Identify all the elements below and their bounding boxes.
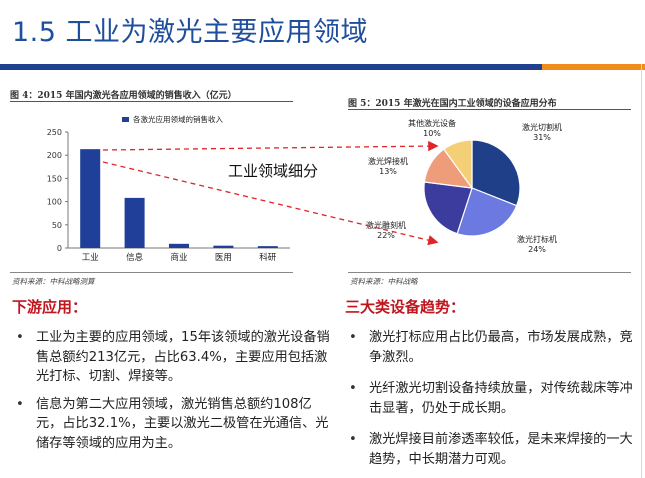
title-bar-orange	[542, 64, 645, 70]
y-tick-label: 250	[47, 128, 62, 137]
bar-工业	[80, 149, 101, 248]
fig4-source: 资料来源：中科战略测算	[12, 277, 95, 286]
legend-swatch	[122, 117, 129, 122]
downstream-bullet: 信息为第二大应用领域，激光销售总额约108亿元，占比32.1%，主要以激光二极管…	[12, 395, 334, 454]
pie-label: 激光焊接机	[368, 156, 408, 166]
x-tick-label: 工业	[82, 252, 99, 263]
pie-label: 激光雕刻机	[366, 220, 406, 230]
y-tick-label: 50	[52, 221, 62, 230]
fig4-rule-bottom	[10, 272, 293, 273]
x-tick-label: 商业	[170, 252, 187, 263]
bar-医用	[213, 245, 234, 248]
pie-label: 激光切割机	[522, 122, 562, 132]
y-tick-label: 200	[47, 151, 62, 160]
trends-list: 激光打标应用占比仍最高，市场发展成熟，竞争激烈。 光纤激光切割设备持续放量，对传…	[345, 328, 637, 478]
fig5-source: 资料来源：中科战略	[350, 277, 418, 286]
right-border	[641, 64, 642, 478]
bar-信息	[124, 197, 145, 248]
downstream-bullet: 工业为主要的应用领域，15年该领域的激光设备销售总额约213亿元，占比63.4%…	[12, 328, 334, 387]
pie-slice-激光打标机	[456, 187, 518, 237]
x-tick-label: 科研	[259, 252, 277, 263]
fig4-rule	[10, 101, 293, 102]
fig5-caption: 图 5：2015 年激光在国内工业领域的设备应用分布	[348, 99, 557, 109]
y-tick-label: 100	[47, 198, 62, 207]
x-tick-label: 医用	[215, 253, 232, 263]
pie-pct-label: 24%	[528, 245, 546, 254]
downstream-list: 工业为主要的应用领域，15年该领域的激光设备销售总额约213亿元，占比63.4%…	[12, 328, 334, 461]
fig5-rule	[348, 109, 631, 110]
downstream-heading: 下游应用：	[12, 298, 88, 316]
y-tick-label: 0	[57, 244, 62, 253]
pie-label: 激光打标机	[517, 234, 557, 244]
pie-slice-激光切割机	[471, 139, 521, 207]
trends-heading: 三大类设备趋势：	[345, 298, 466, 316]
fig5-rule-bottom	[348, 272, 631, 273]
trend-bullet: 光纤激光切割设备持续放量，对传统裁床等冲击显著，仍处于成长期。	[345, 379, 637, 418]
subdivision-label: 工业领域细分	[228, 162, 319, 180]
pie-label: 其他激光设备	[408, 118, 456, 128]
title-bar-blue	[0, 64, 542, 70]
pie-pct-label: 13%	[379, 167, 397, 176]
legend-label: 各激光应用领域的销售收入	[133, 114, 223, 124]
pie-slice-其他激光设备	[442, 139, 473, 190]
pie-pct-label: 10%	[423, 129, 441, 138]
trend-bullet: 激光焊接目前渗透率较低，是未来焊接的一大趋势，中长期潜力可观。	[345, 430, 637, 469]
bar-商业	[169, 243, 189, 248]
fig4-caption: 图 4：2015 年国内激光各应用领域的销售收入（亿元）	[10, 91, 237, 101]
slide-title: 1.5 工业为激光主要应用领域	[12, 17, 369, 48]
pie-pct-label: 31%	[533, 133, 551, 142]
bar-chart: 0 50 100 150 200 250 工业 信息 商业 医用 科研 各激光应用领域的销售收入	[47, 114, 290, 263]
y-tick-label: 150	[47, 174, 62, 183]
bar-科研	[257, 246, 278, 248]
x-tick-label: 信息	[126, 252, 144, 263]
pie-pct-label: 22%	[377, 231, 395, 240]
trend-bullet: 激光打标应用占比仍最高，市场发展成熟，竞争激烈。	[345, 328, 637, 367]
